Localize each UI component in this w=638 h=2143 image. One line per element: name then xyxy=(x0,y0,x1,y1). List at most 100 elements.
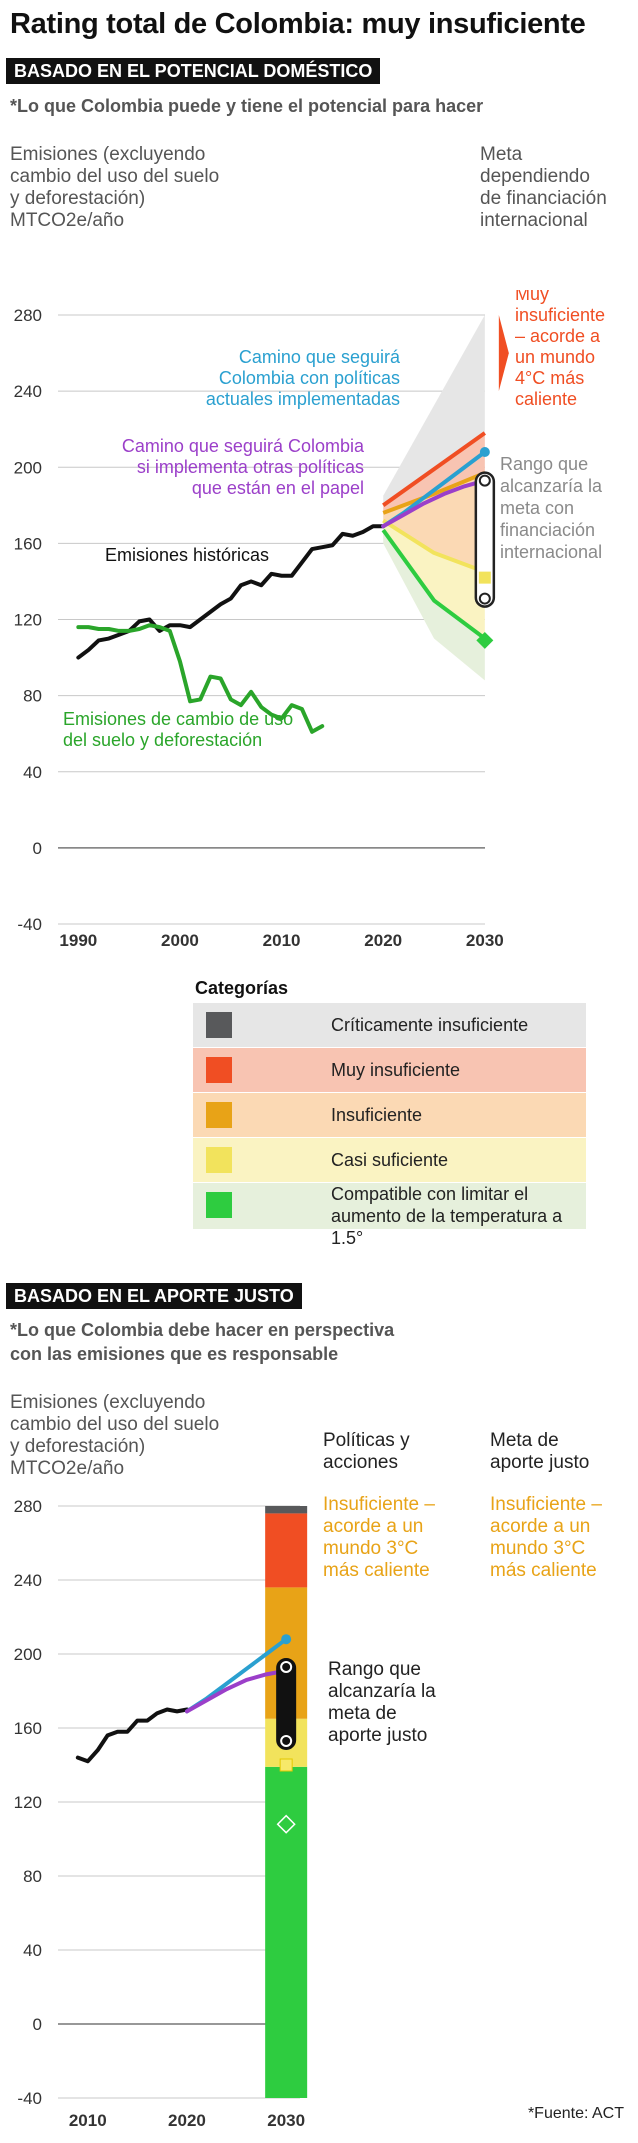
category-boundary-line xyxy=(382,431,486,507)
y-label-line: MTCO2e/año xyxy=(10,1458,125,1479)
y-tick-label: 160 xyxy=(14,1719,42,1738)
legend-label: Muy insuficiente xyxy=(331,1059,460,1081)
domestic-chart: -40 0 40 80 120 160 200 240 280 1990 2000 2010 2020… xyxy=(14,290,605,950)
y-tick-label: 200 xyxy=(14,1645,42,1664)
range-label-line: aporte justo xyxy=(328,1725,428,1746)
annotation-line: – acorde a xyxy=(515,326,601,346)
category-band xyxy=(383,315,485,506)
y-label-line: y deforestación) xyxy=(10,1436,146,1457)
target-range-bottom xyxy=(280,1734,293,1747)
legend-swatch xyxy=(206,1102,232,1128)
section-subtitle-domestic: *Lo que Colombia puede y tiene el potenc… xyxy=(10,96,484,116)
y-tick-labels: -40 0 40 80 120 160 200 240 280 xyxy=(14,306,42,934)
legend-swatch xyxy=(206,1147,232,1173)
rating-fair-share: Insuficiente – acorde a un mundo 3°C más… xyxy=(490,1494,602,1582)
x-tick-label: 2020 xyxy=(364,931,402,950)
legend-swatch xyxy=(206,1012,232,1038)
annotation-line: si implementa otras políticas xyxy=(137,457,364,477)
target-label-line: de financiación xyxy=(480,188,607,209)
target-point-diamond xyxy=(476,631,494,649)
target-range-bar xyxy=(276,1657,297,1750)
x-tick-label: 2000 xyxy=(161,931,199,950)
y-tick-label: 40 xyxy=(23,763,42,782)
legend-swatch xyxy=(206,1192,232,1218)
legend-label-line: Compatible con limitar el xyxy=(331,1184,529,1204)
rating-line: Insuficiente – xyxy=(490,1494,602,1515)
annotation-line: un mundo xyxy=(515,347,595,367)
legend-label-line: Críticamente insuficiente xyxy=(331,1015,529,1035)
annotation-line: Emisiones de cambio de uso xyxy=(63,709,293,729)
source-note: *Fuente: ACT xyxy=(527,2105,624,2122)
annotation-line: del suelo y deforestación xyxy=(63,730,262,750)
rating-line: más caliente xyxy=(323,1560,430,1581)
series-lines xyxy=(75,1634,292,1764)
annotation-line: Emisiones históricas xyxy=(105,545,269,565)
target-point-square xyxy=(478,571,491,584)
annotation-line: Rango que xyxy=(500,454,588,474)
x-tick-label: 2010 xyxy=(263,931,301,950)
target-range-top xyxy=(280,1660,293,1673)
annotation-line: 4°C más xyxy=(515,368,584,388)
y-tick-label: 280 xyxy=(14,306,42,325)
grid-lines xyxy=(58,314,485,925)
header-line: acciones xyxy=(323,1452,398,1473)
rating-line: más caliente xyxy=(490,1560,597,1581)
y-tick-label: 120 xyxy=(14,611,42,630)
y-tick-label: 120 xyxy=(14,1793,42,1812)
y-tick-label: 0 xyxy=(33,2015,42,2034)
category-boundary-line xyxy=(382,471,486,515)
y-tick-label: 240 xyxy=(14,1571,42,1590)
stacked-segment xyxy=(265,1513,308,1588)
series-line xyxy=(184,1668,289,1714)
header-line: Políticas y xyxy=(323,1430,410,1451)
y-tick-label: 280 xyxy=(14,1497,42,1516)
x-tick-label: 2030 xyxy=(267,2111,305,2130)
y-axis-label-domestic: Emisiones (excluyendo cambio del uso del… xyxy=(10,144,219,232)
rating-line: acorde a un xyxy=(490,1516,591,1537)
category-band xyxy=(383,520,485,639)
y-label-line: Emisiones (excluyendo xyxy=(10,1392,206,1413)
header-line: Meta de xyxy=(490,1430,559,1451)
y-tick-labels: -40 0 40 80 120 160 200 240 280 xyxy=(14,1497,42,2108)
rating-line: mundo 3°C xyxy=(490,1538,586,1559)
target-label-line: Meta xyxy=(480,144,523,165)
range-label-line: Rango que xyxy=(328,1659,421,1680)
y-label-line: cambio del uso del suelo xyxy=(10,166,220,187)
page-title: Rating total de Colombia: muy insuficien… xyxy=(10,8,586,40)
subtitle-line: *Lo que Colombia debe hacer en perspecti… xyxy=(10,1320,395,1340)
annotation-line: caliente xyxy=(515,389,577,409)
y-tick-label: 160 xyxy=(14,534,42,553)
target-range-bottom xyxy=(478,592,491,605)
category-band xyxy=(383,472,485,572)
rating-line: mundo 3°C xyxy=(323,1538,419,1559)
y-tick-label: 0 xyxy=(33,839,42,858)
legend-swatch xyxy=(206,1057,232,1083)
grid-lines xyxy=(58,1505,300,2099)
series-line xyxy=(75,1707,189,1764)
legend-label-line: Muy insuficiente xyxy=(331,1060,461,1080)
range-label-line: meta de xyxy=(328,1703,397,1724)
series-end-dot xyxy=(281,1634,292,1645)
target-label-domestic: Meta dependiendo de financiación interna… xyxy=(480,144,607,232)
annotation-line: Camino que seguirá Colombia xyxy=(122,436,365,456)
y-label-line: MTCO2e/año xyxy=(10,210,125,231)
subtitle-line: con las emisiones que es responsable xyxy=(10,1344,339,1364)
section-subtitle-fair-share: *Lo que Colombia debe hacer en perspecti… xyxy=(10,1318,394,1366)
legend-label: Casi suficiente xyxy=(331,1149,448,1171)
annotation-line: actuales implementadas xyxy=(206,389,400,409)
legend-label-line: aumento de la temperatura a 1.5° xyxy=(331,1206,563,1248)
legend-label-line: Casi suficiente xyxy=(331,1150,449,1170)
range-label-line: alcanzaría la xyxy=(328,1681,436,1702)
category-boundary-line xyxy=(382,518,486,574)
target-marker-arrow xyxy=(498,315,509,392)
annotation-line: Colombia con políticas xyxy=(219,368,400,388)
x-tick-labels: 1990 2000 2010 2020 2030 xyxy=(59,931,503,950)
y-tick-label: -40 xyxy=(17,2089,42,2108)
category-boundary-line xyxy=(381,528,487,641)
y-label-line: cambio del uso del suelo xyxy=(10,1414,220,1435)
legend-title: Categorías xyxy=(195,978,289,998)
legend-label: Compatible con limitar el aumento de la t… xyxy=(331,1183,586,1249)
series-end-dot xyxy=(479,447,490,458)
target-point-square xyxy=(279,1758,293,1772)
